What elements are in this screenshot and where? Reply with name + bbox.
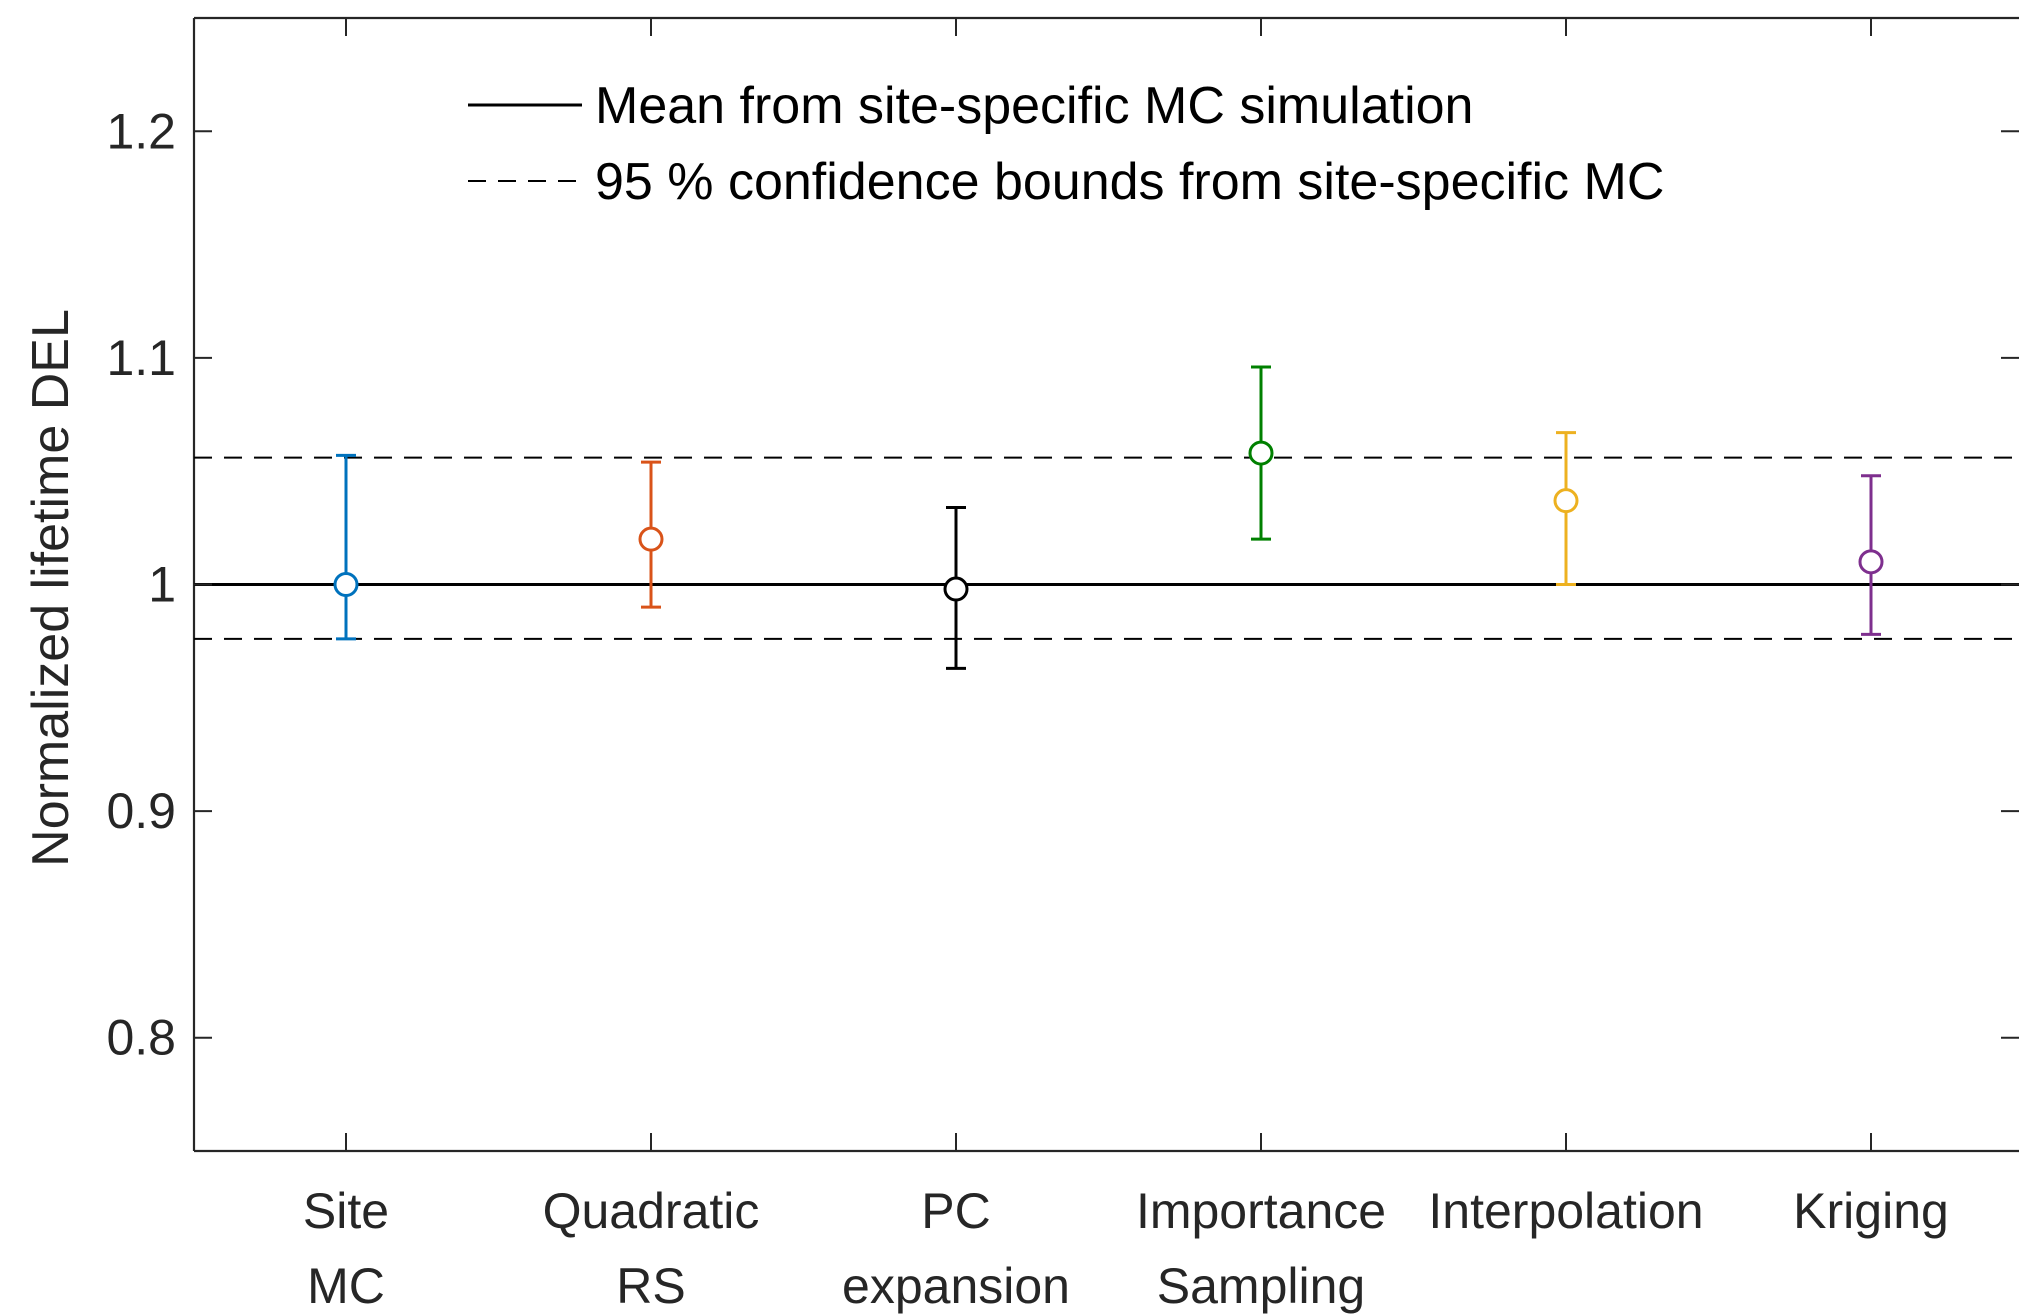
y-tick-label: 0.9 — [106, 783, 176, 839]
mean-marker — [638, 526, 664, 552]
legend: Mean from site-specific MC simulation 95 … — [468, 77, 1664, 211]
mean-marker — [333, 572, 359, 597]
x-tick-label: Sampling — [1157, 1258, 1365, 1314]
legend-entry: Mean from site-specific MC simulation — [595, 77, 1473, 135]
y-tick-label: 1 — [148, 557, 176, 613]
x-axis: Site MC Quadratic RS PC expansion Importance Sa… — [303, 18, 1949, 1314]
x-tick-label: RS — [616, 1258, 685, 1314]
error-bar-point — [333, 453, 359, 641]
x-tick-label: Site — [303, 1183, 389, 1239]
y-tick-label: 1.1 — [106, 330, 176, 386]
x-tick-label: Interpolation — [1428, 1183, 1703, 1239]
mean-marker — [1553, 488, 1579, 514]
x-tick-label: MC — [307, 1258, 385, 1314]
x-tick-label: Importance — [1136, 1183, 1386, 1239]
y-tick-label: 1.2 — [106, 103, 176, 159]
error-bar-point — [943, 505, 969, 670]
error-bar-point — [1858, 474, 1884, 636]
y-tick-label: 0.8 — [106, 1010, 176, 1066]
x-tick-label: PC — [921, 1183, 990, 1239]
mean-marker — [1248, 440, 1274, 466]
plot-area — [192, 16, 2019, 1153]
x-tick-label: Kriging — [1793, 1183, 1949, 1239]
y-axis: 0.8 0.9 1 1.1 1.2 — [106, 103, 2019, 1066]
legend-entry: 95 % confidence bounds from site-specifi… — [595, 153, 1664, 211]
y-axis-label: Normalized lifetime DEL — [22, 309, 80, 867]
x-tick-label: Quadratic — [543, 1183, 760, 1239]
mean-marker — [1858, 549, 1884, 575]
mean-marker — [943, 576, 969, 602]
x-tick-label: expansion — [842, 1258, 1070, 1314]
error-bar-point — [638, 460, 664, 609]
error-bar-point — [1553, 431, 1579, 586]
error-bar-point — [1248, 365, 1274, 541]
